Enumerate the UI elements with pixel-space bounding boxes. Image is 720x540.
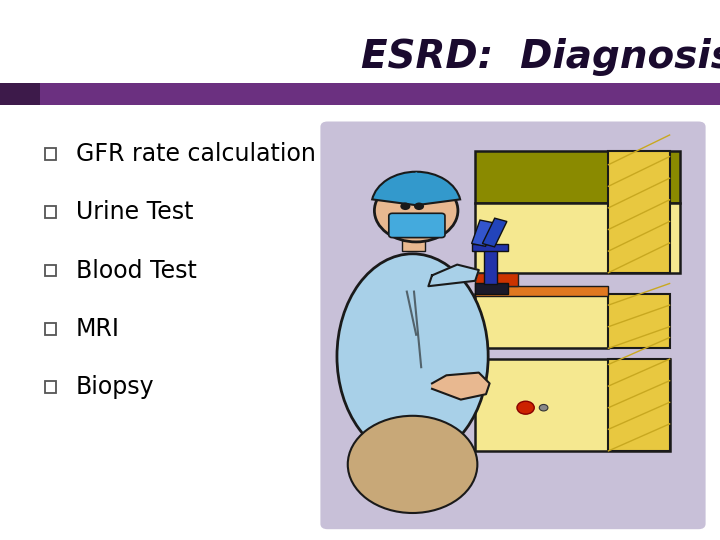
Circle shape [539, 404, 548, 411]
Bar [608, 151, 670, 273]
Polygon shape [432, 373, 490, 400]
Text: Urine Test: Urine Test [76, 200, 193, 224]
Bar [475, 286, 608, 296]
Text: Blood Test: Blood Test [76, 259, 197, 282]
Text: Biopsy: Biopsy [76, 375, 154, 399]
Bar [472, 220, 494, 246]
Bar [608, 359, 670, 451]
Circle shape [414, 202, 424, 210]
Bar [475, 151, 680, 202]
Bar [0, 83, 40, 105]
Ellipse shape [348, 416, 477, 513]
Bar [40, 83, 720, 105]
Bar [482, 218, 507, 247]
Bar [45, 265, 56, 276]
Bar [475, 359, 670, 451]
Ellipse shape [337, 254, 488, 459]
Bar [45, 381, 56, 393]
FancyBboxPatch shape [320, 122, 706, 529]
Bar [608, 294, 670, 348]
Bar [402, 230, 425, 251]
Wedge shape [372, 172, 460, 205]
Text: MRI: MRI [76, 317, 120, 341]
Circle shape [374, 179, 458, 242]
Text: GFR rate calculation: GFR rate calculation [76, 142, 315, 166]
Text: ESRD:  Diagnosis: ESRD: Diagnosis [361, 38, 720, 76]
Bar [45, 148, 56, 160]
Bar [45, 206, 56, 218]
Bar [475, 202, 680, 273]
Circle shape [517, 401, 534, 414]
Polygon shape [396, 173, 441, 186]
Bar [45, 323, 56, 335]
Bar [475, 273, 518, 286]
FancyBboxPatch shape [389, 213, 445, 238]
Polygon shape [428, 265, 479, 286]
Bar [475, 284, 508, 294]
Bar [472, 244, 508, 251]
Circle shape [400, 202, 410, 210]
Bar [475, 294, 608, 348]
Bar [484, 248, 497, 284]
